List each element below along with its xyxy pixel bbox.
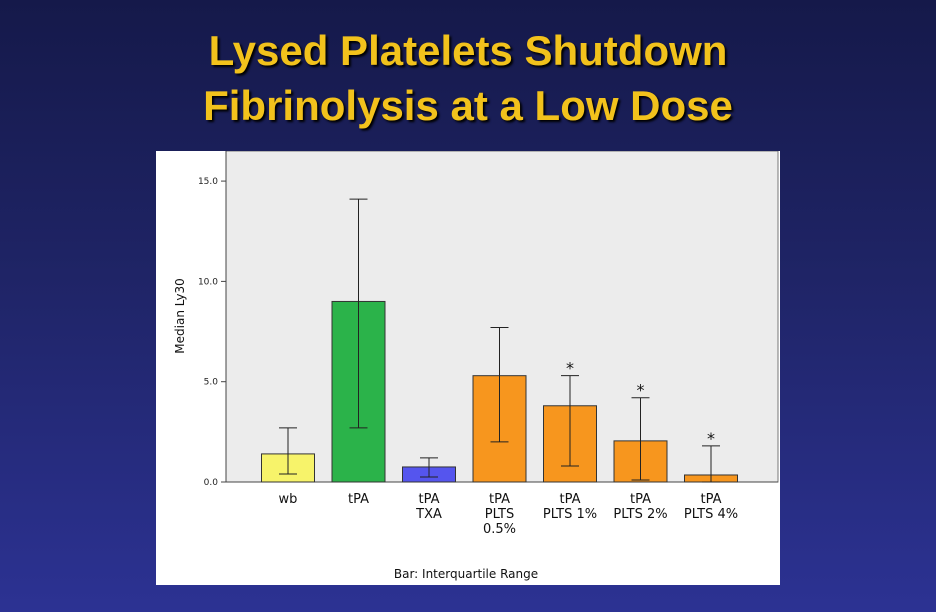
x-tick-label: tPA	[630, 492, 651, 507]
x-tick-label: 0.5%	[483, 522, 516, 537]
chart-footer: Bar: Interquartile Range	[394, 567, 538, 581]
y-tick-label: 10.0	[198, 277, 218, 287]
slide-title-line-2: Fibrinolysis at a Low Dose	[203, 82, 733, 129]
significance-marker: *	[637, 381, 645, 400]
x-tick-label: PLTS 1%	[543, 507, 597, 522]
x-tick-label: PLTS 4%	[684, 507, 738, 522]
error-bars	[279, 198, 720, 483]
x-tick-label: tPA	[560, 492, 581, 507]
slide-title-line-1: Lysed Platelets Shutdown	[208, 27, 728, 74]
x-tick-label: tPA	[419, 492, 440, 507]
chart-panel: 0.0 5.0 10.0 15.0 * * * wb tPA tPA TXA tPA PLTS 0.5…	[156, 151, 780, 585]
significance-marker: *	[566, 359, 574, 378]
x-tick-label: wb	[279, 492, 298, 507]
y-axis-label: Median Ly30	[173, 278, 187, 353]
annotations: * * *	[566, 359, 715, 448]
y-axis-ticks: 0.0 5.0 10.0 15.0	[198, 177, 226, 488]
x-tick-label: PLTS	[485, 507, 515, 522]
bar-chart: 0.05.010.015.0 *** wb tPA tPATXAtPAPLTS0.5…	[173, 151, 779, 581]
y-tick-label: 0.0	[204, 478, 219, 488]
x-tick-label: PLTS 2%	[613, 507, 667, 522]
y-tick-label: 15.0	[198, 177, 218, 187]
x-tick-label: tPA	[348, 492, 369, 507]
significance-marker: *	[707, 429, 715, 448]
x-tick-label: tPA	[489, 492, 510, 507]
x-tick-label: TXA	[415, 507, 442, 522]
y-tick-label: 5.0	[204, 378, 219, 388]
x-tick-label: tPA	[701, 492, 722, 507]
